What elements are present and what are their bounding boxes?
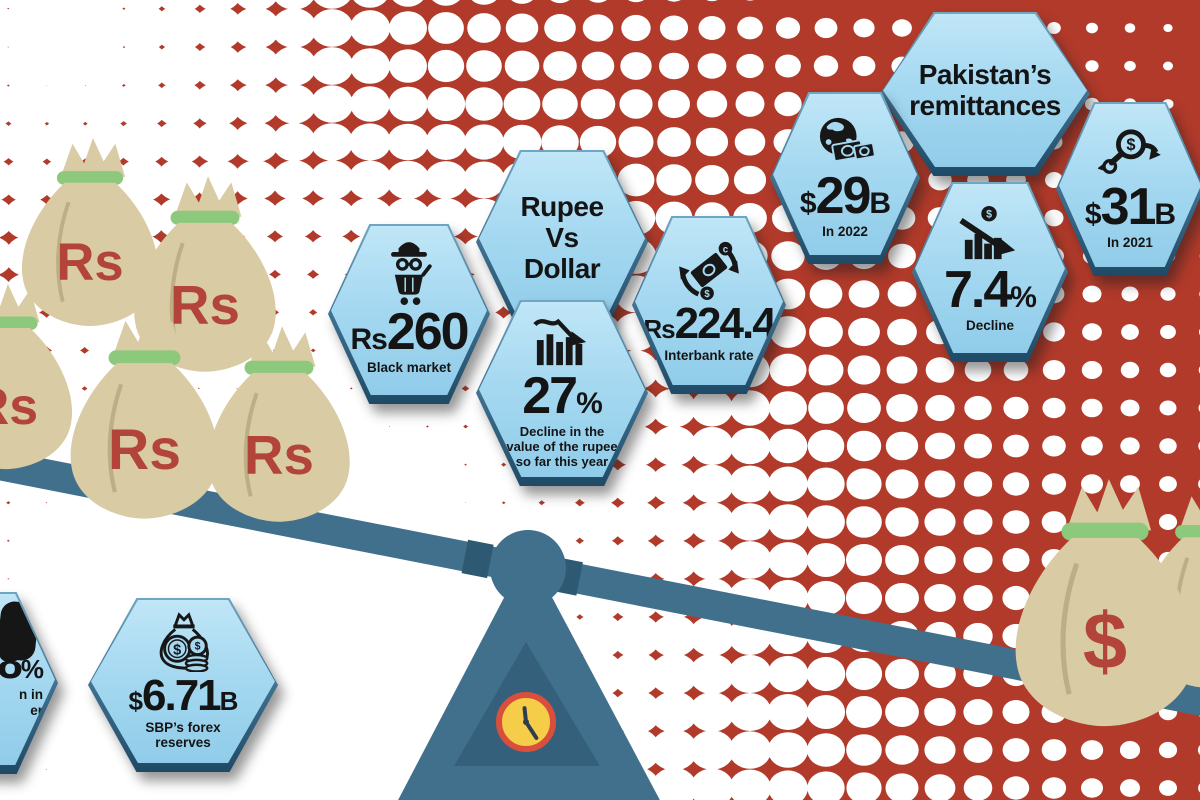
tile-label: Decline in the value of the rupee so far…	[506, 423, 618, 469]
svg-text:$: $	[195, 641, 201, 653]
tile-value: $29 B	[799, 167, 891, 226]
dollar-money-bag: $	[1005, 474, 1200, 730]
bag-currency-label: Rs	[244, 424, 314, 486]
svg-text:$: $	[173, 643, 181, 659]
tile-label: Decline	[965, 318, 1015, 334]
rupee-money-bag: Rs	[200, 322, 358, 525]
magnifier-dollar-icon: $	[1098, 120, 1162, 180]
cluster-title: Rupee Vs Dollar	[520, 191, 604, 284]
tile-value: $31 B	[1084, 178, 1176, 237]
bag-currency-label: Rs	[56, 233, 123, 292]
svg-text:$: $	[986, 209, 992, 221]
tile-label: Interbank rate	[664, 347, 754, 363]
rupee-money-bag: Rs	[126, 172, 284, 375]
tile-remittances-2021: $ $31 B In 2021	[1056, 102, 1200, 276]
incognito-cart-icon	[378, 242, 440, 306]
tile-value: Rs 224.4	[643, 298, 776, 348]
scale-pivot	[490, 530, 566, 606]
tile-rupee-decline: 27% Decline in the value of the rupee so…	[476, 300, 648, 486]
declining-chart-dollar-icon: $	[958, 203, 1022, 263]
cluster-title: Pakistan’s remittances	[909, 58, 1061, 121]
svg-text:$: $	[1126, 136, 1135, 154]
bag-currency-label: Rs	[170, 274, 240, 336]
rupee-money-bag: Rs	[0, 281, 74, 472]
tile-remittances-title: Pakistan’s remittances	[880, 12, 1090, 176]
globe-banknotes-icon	[814, 109, 876, 169]
svg-text:c: c	[723, 244, 729, 255]
tile-value: Rs 260	[350, 303, 469, 362]
declining-bars-icon	[531, 309, 593, 369]
tile-black-market: Rs 260 Black market	[328, 224, 490, 404]
tile-label: SBP’s forex reserves	[145, 719, 221, 751]
beam-clamp-left	[461, 539, 494, 579]
tile-value: $6.71 B	[128, 671, 239, 721]
clock-center-dot	[523, 719, 529, 725]
tile-label: In 2022	[822, 224, 868, 240]
tile-value: 27%	[522, 367, 603, 426]
tile-label: Black market	[366, 360, 452, 376]
tile-remittances-decline: $ 7.4% Decline	[912, 182, 1068, 362]
rupee-money-bag: Rs	[62, 310, 227, 522]
bag-currency-label: Rs	[108, 418, 181, 482]
tile-label: In 2021	[1107, 235, 1153, 251]
svg-text:$: $	[704, 289, 710, 300]
tile-value: 7.4%	[944, 261, 1037, 320]
tile-forex-reserves: $ $ $6.71 B SBP’s forex reserves	[88, 598, 278, 772]
money-bag-coins-icon: $ $	[152, 612, 214, 673]
tile-remittances-2022: $29 B In 2022	[770, 92, 920, 264]
rupee-money-bag: Rs	[20, 136, 160, 328]
clock-icon	[496, 692, 556, 752]
tile-reserves-partial: 8% n in er	[0, 592, 58, 774]
currency-exchange-icon: c $	[676, 240, 742, 300]
bag-currency-label: Rs	[0, 377, 38, 435]
bag-currency-label: $	[1083, 597, 1127, 686]
tile-interbank-rate: c $ Rs 224.4 Interbank rate	[632, 216, 786, 394]
